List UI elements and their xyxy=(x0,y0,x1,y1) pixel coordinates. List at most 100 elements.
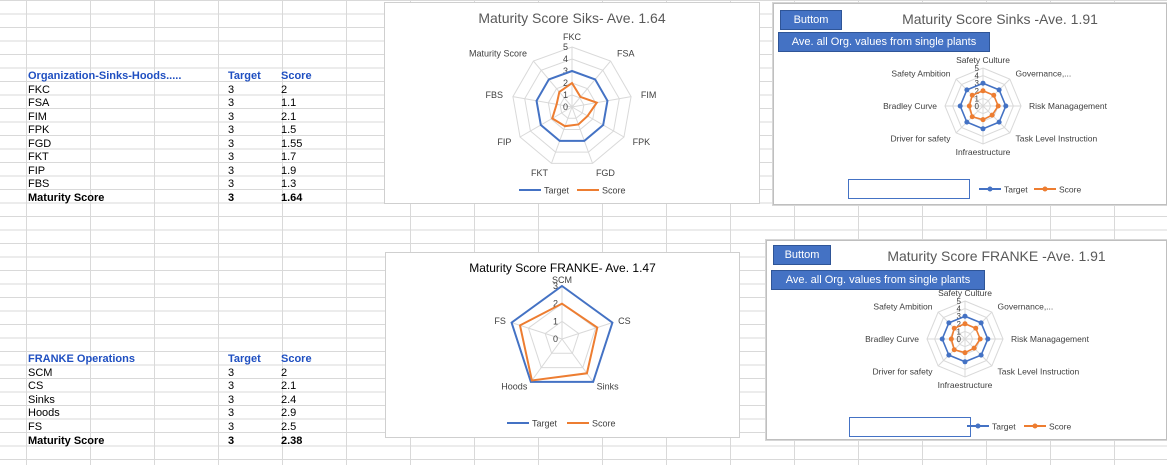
category-label: Governance,... xyxy=(998,301,1054,311)
grid-ring xyxy=(527,303,597,369)
legend-label-score: Score xyxy=(1059,185,1081,195)
row-label[interactable]: FKT xyxy=(28,151,49,163)
table-header-target[interactable]: Target xyxy=(228,353,261,365)
row-score[interactable]: 1.3 xyxy=(281,178,297,190)
category-label: FGD xyxy=(596,168,615,178)
data-point-target xyxy=(964,87,970,93)
total-target[interactable]: 3 xyxy=(228,192,235,204)
row-score[interactable]: 2 xyxy=(281,83,288,96)
table-header-target[interactable]: Target xyxy=(228,70,261,82)
row-target[interactable]: 3 xyxy=(228,164,235,177)
row-label[interactable]: FBS xyxy=(28,178,50,190)
row-score[interactable]: 2 xyxy=(281,366,288,379)
axis-tick-label: 0 xyxy=(563,102,568,112)
row-target[interactable]: 3 xyxy=(228,380,235,392)
buttom-button[interactable]: Buttom xyxy=(773,245,831,265)
category-label: Driver for safety xyxy=(890,134,951,144)
row-target[interactable]: 3 xyxy=(228,420,235,433)
row-score[interactable]: 2.1 xyxy=(281,380,297,392)
category-label: Sinks xyxy=(597,382,620,392)
data-point-target xyxy=(978,320,984,326)
total-score[interactable]: 2.38 xyxy=(281,435,303,447)
row-label[interactable]: Sinks xyxy=(28,393,55,406)
data-point-target xyxy=(946,352,952,358)
data-point-target xyxy=(980,126,986,132)
legend-marker-score xyxy=(1032,423,1038,429)
category-label: Bradley Curve xyxy=(865,334,919,344)
axis-tick-label: 1 xyxy=(553,316,558,326)
row-score[interactable]: 2.9 xyxy=(281,407,297,419)
row-target[interactable]: 3 xyxy=(228,83,235,96)
row-score[interactable]: 1.55 xyxy=(281,137,303,150)
row-target[interactable]: 3 xyxy=(228,407,235,419)
grid-ring xyxy=(512,46,632,164)
row-label[interactable]: FGD xyxy=(28,137,52,150)
table-header-row: FRANKE Operations Target Score xyxy=(28,353,348,366)
row-score[interactable]: 1.7 xyxy=(281,151,297,163)
table-header-org[interactable]: FRANKE Operations xyxy=(28,353,135,365)
row-target[interactable]: 3 xyxy=(228,137,235,150)
chart-siks[interactable]: Maturity Score Siks- Ave. 1.64 0 1 2 3 4 5 FKC… xyxy=(384,2,760,204)
legend-marker-target xyxy=(975,423,981,429)
total-score[interactable]: 1.64 xyxy=(281,192,303,204)
table-header-score[interactable]: Score xyxy=(281,70,312,82)
row-label[interactable]: Hoods xyxy=(28,407,60,419)
grid-spoke xyxy=(964,311,993,340)
row-label[interactable]: FIM xyxy=(28,110,47,123)
data-point-score xyxy=(991,92,997,98)
row-target[interactable]: 3 xyxy=(228,124,235,136)
table-row: FKC 3 2 xyxy=(28,84,348,97)
grid-spoke xyxy=(937,338,966,367)
subtitle-button[interactable]: Ave. all Org. values from single plants xyxy=(778,32,990,52)
legend-label-score: Score xyxy=(602,186,626,196)
grid-spoke xyxy=(561,322,613,340)
row-score[interactable]: 2.1 xyxy=(281,110,297,123)
row-label[interactable]: CS xyxy=(28,380,44,392)
row-target[interactable]: 3 xyxy=(228,178,235,190)
row-target[interactable]: 3 xyxy=(228,366,235,379)
chart-sinks[interactable]: Buttom Maturity Score Sinks -Ave. 1.91 A… xyxy=(773,3,1167,205)
row-score[interactable]: 1.1 xyxy=(281,97,297,109)
table-row: CS 3 2.1 xyxy=(28,380,348,393)
table-row: FGD 3 1.55 xyxy=(28,138,348,151)
chart-franke[interactable]: Maturity Score FRANKE- Ave. 1.47 0 1 2 3 SCM… xyxy=(385,252,740,438)
row-label[interactable]: FIP xyxy=(28,164,46,177)
data-point-target xyxy=(985,336,991,342)
legend-marker-target xyxy=(987,186,993,192)
table-row: FSA 3 1.1 xyxy=(28,97,348,110)
row-label[interactable]: FKC xyxy=(28,83,50,96)
row-target[interactable]: 3 xyxy=(228,110,235,123)
row-target[interactable]: 3 xyxy=(228,151,235,163)
chart-franke-org[interactable]: Buttom Maturity Score FRANKE -Ave. 1.91 … xyxy=(766,240,1167,440)
grid-spoke xyxy=(571,60,611,108)
row-label[interactable]: FPK xyxy=(28,124,50,136)
row-score[interactable]: 1.9 xyxy=(281,164,297,177)
legend-label-target: Target xyxy=(1004,185,1028,195)
row-target[interactable]: 3 xyxy=(228,393,235,406)
row-score[interactable]: 1.5 xyxy=(281,124,297,136)
category-label: Hoods xyxy=(501,382,528,392)
table-header-org[interactable]: Organization-Sinks-Hoods..... xyxy=(28,70,182,82)
axis-tick-label: 1 xyxy=(975,94,980,103)
category-label: FPK xyxy=(633,137,651,147)
total-label[interactable]: Maturity Score xyxy=(28,192,105,204)
table-header-score[interactable]: Score xyxy=(281,353,312,365)
grid-spoke xyxy=(551,106,573,164)
row-label[interactable]: SCM xyxy=(28,366,53,379)
data-point-score xyxy=(971,345,977,351)
total-label[interactable]: Maturity Score xyxy=(28,435,105,447)
total-target[interactable]: 3 xyxy=(228,435,235,447)
row-label[interactable]: FSA xyxy=(28,97,50,109)
category-label: FBS xyxy=(486,90,504,100)
text-input-box[interactable] xyxy=(848,179,970,199)
row-score[interactable]: 2.4 xyxy=(281,393,297,406)
buttom-button[interactable]: Buttom xyxy=(780,10,842,30)
row-label[interactable]: FS xyxy=(28,420,43,433)
chart-title: Maturity Score FRANKE -Ave. 1.91 xyxy=(887,248,1106,264)
row-target[interactable]: 3 xyxy=(228,97,235,109)
grid-spoke xyxy=(964,338,993,367)
subtitle-button[interactable]: Ave. all Org. values from single plants xyxy=(771,270,985,290)
row-score[interactable]: 2.5 xyxy=(281,420,297,433)
